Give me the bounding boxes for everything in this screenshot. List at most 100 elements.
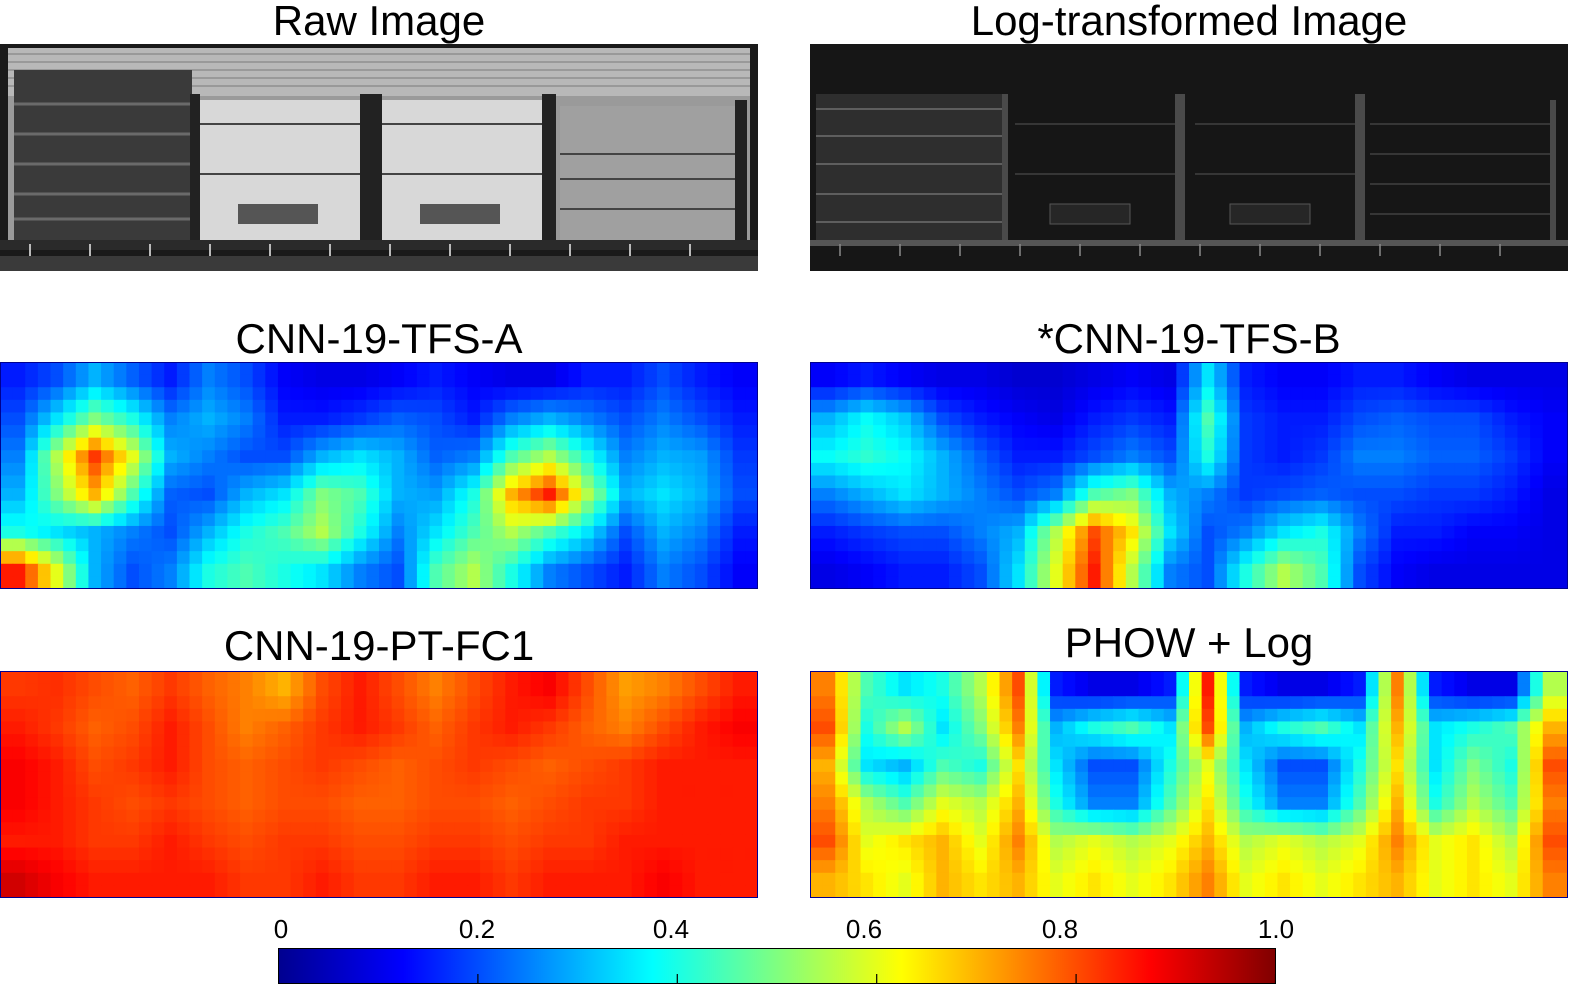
heatmap-cell xyxy=(214,450,228,464)
heatmap-cell xyxy=(873,450,887,464)
heatmap-cell xyxy=(50,683,64,697)
heatmap-cell xyxy=(682,708,696,723)
heatmap-cell xyxy=(1365,437,1380,451)
heatmap-cell xyxy=(0,885,14,898)
heatmap-cell xyxy=(1416,450,1430,464)
heatmap-cell xyxy=(315,462,330,477)
heatmap-cell xyxy=(416,450,431,464)
heatmap-cell xyxy=(619,671,633,685)
heatmap-cell xyxy=(1454,872,1468,886)
heatmap-cell xyxy=(1290,412,1304,426)
heatmap-cell xyxy=(1050,387,1064,401)
heatmap-cell xyxy=(1479,437,1493,451)
heatmap-cell xyxy=(568,374,582,388)
heatmap-cell xyxy=(151,412,165,426)
heatmap-cell xyxy=(810,488,824,502)
heatmap-cell xyxy=(1050,513,1064,527)
heatmap-cell xyxy=(341,771,355,786)
heatmap-cell xyxy=(581,450,595,464)
heatmap-cell xyxy=(1037,822,1051,836)
heatmap-cell xyxy=(454,412,469,426)
heatmap-cell xyxy=(631,462,645,477)
heatmap-cell xyxy=(1239,437,1253,451)
heatmap-cell xyxy=(1226,475,1241,489)
heatmap-cell xyxy=(644,437,658,451)
heatmap-cell xyxy=(745,885,758,898)
heatmap-cell xyxy=(1277,834,1291,849)
heatmap-cell xyxy=(631,488,645,502)
heatmap-cell xyxy=(1365,538,1380,552)
heatmap-cell xyxy=(290,462,304,477)
heatmap-cell xyxy=(113,671,127,685)
heatmap-cell xyxy=(0,822,14,836)
heatmap-cell xyxy=(0,683,14,697)
heatmap-cell xyxy=(277,475,292,489)
heatmap-cell xyxy=(1290,847,1304,861)
heatmap-cell xyxy=(467,525,481,540)
heatmap-cell xyxy=(923,374,937,388)
heatmap-cell xyxy=(1353,885,1367,898)
heatmap-cell xyxy=(404,860,418,874)
heatmap-cell xyxy=(404,538,418,552)
heatmap-cell xyxy=(202,734,216,748)
heatmap-cell xyxy=(656,809,671,823)
heatmap-cell xyxy=(707,809,721,823)
heatmap-cell xyxy=(999,475,1013,489)
heatmap-cell xyxy=(176,374,191,388)
heatmap-cell xyxy=(543,759,557,773)
heatmap-cell xyxy=(50,525,64,540)
heatmap-cell xyxy=(898,784,912,798)
heatmap-cell xyxy=(404,746,418,760)
heatmap-cell xyxy=(543,538,557,552)
heatmap-cell xyxy=(1201,809,1215,823)
heatmap-cell xyxy=(75,771,90,786)
heatmap-cell xyxy=(835,563,849,577)
heatmap-cell xyxy=(1416,412,1430,426)
heatmap-cell xyxy=(1416,475,1430,489)
heatmap-cell xyxy=(1125,683,1140,697)
heatmap-cell xyxy=(88,387,102,401)
heatmap-cell xyxy=(202,822,216,836)
heatmap-cell xyxy=(974,374,988,388)
heatmap-cell xyxy=(644,513,658,527)
heatmap-cell xyxy=(391,387,405,401)
heatmap-cell xyxy=(923,860,937,874)
heatmap-cell xyxy=(1138,696,1152,710)
heatmap-cell xyxy=(416,387,431,401)
heatmap-cell xyxy=(1113,488,1127,502)
heatmap-cell xyxy=(1214,809,1228,823)
heatmap-cell xyxy=(631,563,645,577)
heatmap-cell xyxy=(885,513,900,527)
heatmap-cell xyxy=(593,759,607,773)
heatmap-cell xyxy=(669,784,683,798)
heatmap-cell xyxy=(1340,834,1354,849)
heatmap-cell xyxy=(12,721,26,735)
heatmap-cell xyxy=(353,784,367,798)
heatmap-cell xyxy=(1429,437,1443,451)
heatmap-cell xyxy=(202,847,216,861)
heatmap-cell xyxy=(822,708,836,723)
heatmap-cell xyxy=(1151,525,1165,540)
heatmap-cell xyxy=(835,734,849,748)
heatmap-cell xyxy=(88,734,102,748)
heatmap-cell xyxy=(694,784,709,798)
heatmap-cell xyxy=(732,746,746,760)
heatmap-cell xyxy=(745,671,758,685)
heatmap-cell xyxy=(1416,696,1430,710)
heatmap-cell xyxy=(530,847,544,861)
heatmap-cell xyxy=(1037,387,1051,401)
heatmap-cell xyxy=(303,708,317,723)
heatmap-cell xyxy=(341,696,355,710)
heatmap-cell xyxy=(189,551,203,565)
heatmap-cell xyxy=(631,450,645,464)
heatmap-cell xyxy=(151,734,165,748)
heatmap-cell xyxy=(1226,872,1241,886)
heatmap-cell xyxy=(822,437,836,451)
heatmap-cell xyxy=(454,437,469,451)
heatmap-cell xyxy=(88,759,102,773)
heatmap-cell xyxy=(1542,860,1556,874)
heatmap-cell xyxy=(164,538,178,552)
heatmap-cell xyxy=(1075,488,1089,502)
heatmap-cell xyxy=(1100,671,1114,685)
heatmap-cell xyxy=(1454,551,1468,565)
